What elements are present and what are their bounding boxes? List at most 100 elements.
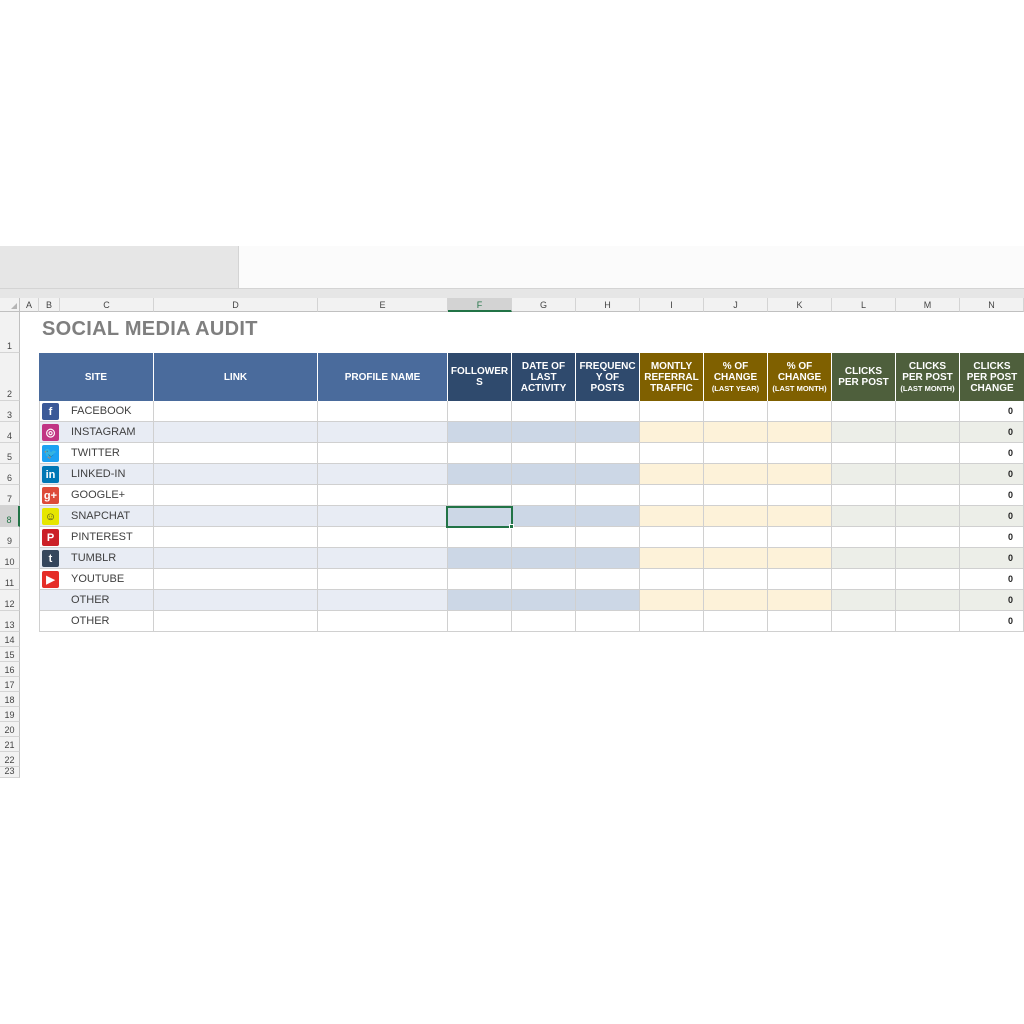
cell-referral-traffic[interactable]: [640, 548, 704, 569]
cell-site[interactable]: f FACEBOOK: [39, 401, 154, 422]
row-header-19[interactable]: 19: [0, 707, 20, 722]
column-header-j[interactable]: J: [704, 298, 768, 312]
cell-followers[interactable]: [448, 464, 512, 485]
row-header-6[interactable]: 6: [0, 464, 20, 485]
cell-clicks-per-post[interactable]: [832, 611, 896, 632]
column-header-h[interactable]: H: [576, 298, 640, 312]
cell-frequency[interactable]: [576, 527, 640, 548]
cell-referral-traffic[interactable]: [640, 443, 704, 464]
cell-link[interactable]: [154, 548, 318, 569]
cell-clicks-per-post[interactable]: [832, 506, 896, 527]
column-header-d[interactable]: D: [154, 298, 318, 312]
cell-site[interactable]: P PINTEREST: [39, 527, 154, 548]
column-header-f[interactable]: F: [448, 298, 512, 312]
cell-site[interactable]: OTHER: [39, 611, 154, 632]
cell-clicks-change[interactable]: 0: [960, 527, 1024, 548]
row-header-12[interactable]: 12: [0, 590, 20, 611]
cell-profile-name[interactable]: [318, 611, 448, 632]
column-header-b[interactable]: B: [39, 298, 60, 312]
cell-clicks-last-month[interactable]: [896, 569, 960, 590]
cell-clicks-per-post[interactable]: [832, 590, 896, 611]
cell-clicks-change[interactable]: 0: [960, 443, 1024, 464]
cell-pct-change-year[interactable]: [704, 611, 768, 632]
column-header-l[interactable]: L: [832, 298, 896, 312]
column-header-a[interactable]: A: [20, 298, 39, 312]
header-date-of-last-activity[interactable]: DATE OF LAST ACTIVITY: [512, 353, 576, 401]
cell-referral-traffic[interactable]: [640, 401, 704, 422]
column-header-i[interactable]: I: [640, 298, 704, 312]
cell-profile-name[interactable]: [318, 506, 448, 527]
cell-date-last-activity[interactable]: [512, 611, 576, 632]
cell-clicks-change[interactable]: 0: [960, 611, 1024, 632]
cell-date-last-activity[interactable]: [512, 401, 576, 422]
cell-frequency[interactable]: [576, 401, 640, 422]
cell-pct-change-month[interactable]: [768, 422, 832, 443]
cell-followers[interactable]: [448, 527, 512, 548]
row-header-21[interactable]: 21: [0, 737, 20, 752]
header-clicks-per-post-last-month[interactable]: CLICKS PER POST (LAST MONTH): [896, 353, 960, 401]
cell-date-last-activity[interactable]: [512, 464, 576, 485]
cell-followers[interactable]: [448, 401, 512, 422]
cell-followers[interactable]: [448, 611, 512, 632]
column-header-n[interactable]: N: [960, 298, 1024, 312]
cell-followers[interactable]: [448, 443, 512, 464]
cell-site[interactable]: ▶ YOUTUBE: [39, 569, 154, 590]
cell-clicks-change[interactable]: 0: [960, 590, 1024, 611]
cell-pct-change-year[interactable]: [704, 548, 768, 569]
cell-pct-change-year[interactable]: [704, 527, 768, 548]
cell-clicks-change[interactable]: 0: [960, 464, 1024, 485]
cell-referral-traffic[interactable]: [640, 485, 704, 506]
cell-link[interactable]: [154, 590, 318, 611]
cell-profile-name[interactable]: [318, 548, 448, 569]
cell-clicks-last-month[interactable]: [896, 464, 960, 485]
cell-profile-name[interactable]: [318, 590, 448, 611]
cell-pct-change-month[interactable]: [768, 464, 832, 485]
cell-pct-change-year[interactable]: [704, 506, 768, 527]
cell-date-last-activity[interactable]: [512, 506, 576, 527]
cell-referral-traffic[interactable]: [640, 464, 704, 485]
header-monthly-referral-traffic[interactable]: MONTLY REFERRAL TRAFFIC: [640, 353, 704, 401]
cell-pct-change-year[interactable]: [704, 443, 768, 464]
cell-followers[interactable]: [448, 422, 512, 443]
row-header-9[interactable]: 9: [0, 527, 20, 548]
row-header-16[interactable]: 16: [0, 662, 20, 677]
cell-clicks-change[interactable]: 0: [960, 569, 1024, 590]
cell-link[interactable]: [154, 443, 318, 464]
cell-date-last-activity[interactable]: [512, 422, 576, 443]
cell-pct-change-month[interactable]: [768, 401, 832, 422]
cell-pct-change-month[interactable]: [768, 590, 832, 611]
cell-clicks-last-month[interactable]: [896, 506, 960, 527]
cell-referral-traffic[interactable]: [640, 527, 704, 548]
header-followers[interactable]: FOLLOWER S: [448, 353, 512, 401]
cell-clicks-per-post[interactable]: [832, 401, 896, 422]
header-frequency-of-posts[interactable]: FREQUENC Y OF POSTS: [576, 353, 640, 401]
row-header-15[interactable]: 15: [0, 647, 20, 662]
cell-clicks-last-month[interactable]: [896, 611, 960, 632]
cell-clicks-per-post[interactable]: [832, 569, 896, 590]
cell-pct-change-year[interactable]: [704, 401, 768, 422]
cell-clicks-change[interactable]: 0: [960, 401, 1024, 422]
header-profile-name[interactable]: PROFILE NAME: [318, 353, 448, 401]
row-header-7[interactable]: 7: [0, 485, 20, 506]
cell-referral-traffic[interactable]: [640, 506, 704, 527]
cell-clicks-last-month[interactable]: [896, 443, 960, 464]
cell-clicks-change[interactable]: 0: [960, 485, 1024, 506]
cell-pct-change-month[interactable]: [768, 506, 832, 527]
cell-clicks-per-post[interactable]: [832, 527, 896, 548]
cell-profile-name[interactable]: [318, 422, 448, 443]
cell-link[interactable]: [154, 422, 318, 443]
cell-pct-change-year[interactable]: [704, 485, 768, 506]
cell-frequency[interactable]: [576, 464, 640, 485]
cell-link[interactable]: [154, 611, 318, 632]
cell-clicks-last-month[interactable]: [896, 590, 960, 611]
select-all-corner[interactable]: [0, 298, 20, 312]
cell-site[interactable]: g+ GOOGLE+: [39, 485, 154, 506]
column-header-e[interactable]: E: [318, 298, 448, 312]
row-header-11[interactable]: 11: [0, 569, 20, 590]
active-cell-selection[interactable]: [446, 506, 513, 528]
cell-profile-name[interactable]: [318, 485, 448, 506]
cell-clicks-last-month[interactable]: [896, 401, 960, 422]
cell-pct-change-year[interactable]: [704, 569, 768, 590]
cell-profile-name[interactable]: [318, 569, 448, 590]
cell-clicks-per-post[interactable]: [832, 464, 896, 485]
